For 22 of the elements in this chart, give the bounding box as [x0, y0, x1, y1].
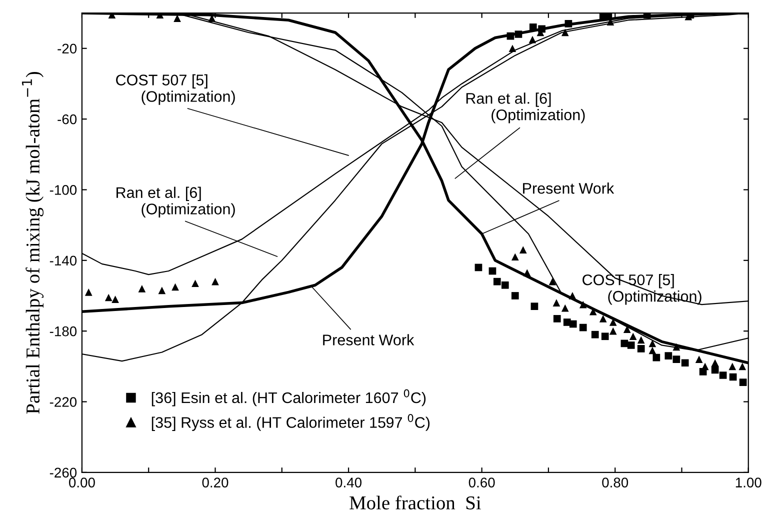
annotation: Present Work — [523, 182, 614, 194]
annotation: COST 507 [5] (Optimization) — [116, 74, 235, 105]
y-tick-label: -140 — [50, 256, 77, 266]
x-tick-label: 0.20 — [202, 478, 228, 488]
y-tick-label: -260 — [50, 468, 77, 478]
y-tick-label: -20 — [58, 44, 77, 54]
y-tick-label: -220 — [50, 397, 77, 407]
x-tick-label: 1.00 — [736, 478, 762, 488]
x-tick-label: 0.80 — [602, 478, 628, 488]
annotation: Present Work — [323, 334, 414, 346]
x-axis-title: Mole fraction Si — [350, 496, 481, 510]
legend-label: [36] Esin et al. (HT Calorimeter 1607 $^{0}$C) — [152, 389, 426, 406]
x-tick-label: 0.40 — [336, 478, 362, 488]
annotation: Ran et al. [6] (Optimization) — [116, 186, 235, 218]
x-tick-label: 0.60 — [468, 478, 495, 488]
y-axis-title: Partial Enthalpy of mixing (kJ mol-atom$^{−1}$) — [22, 72, 44, 414]
annotation: Ran et al. [6] (Optimization) — [466, 92, 585, 124]
y-tick-label: -60 — [58, 114, 77, 124]
legend-label: [35] Ryss et al. (HT Calorimeter 1597 $^{0}$C) — [152, 414, 430, 431]
y-tick-label: -100 — [50, 185, 77, 195]
y-tick-label: -180 — [50, 326, 77, 336]
x-tick-label: 0.00 — [68, 478, 95, 488]
